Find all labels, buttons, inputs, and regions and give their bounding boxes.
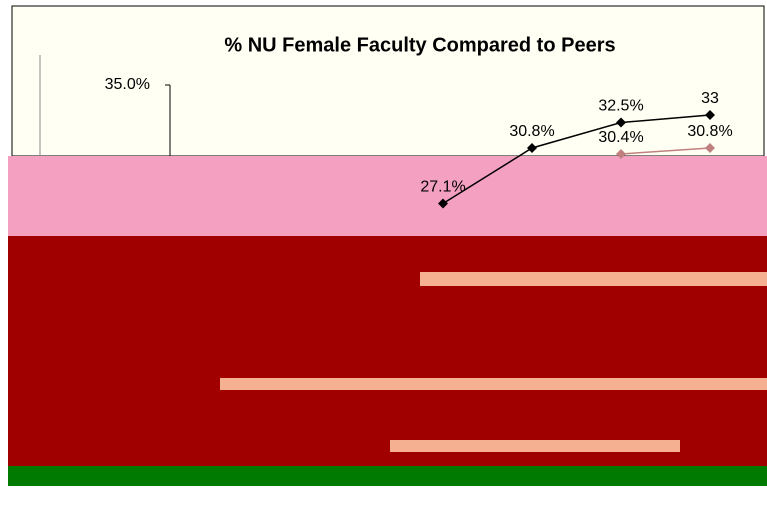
data-label: 32.5% — [598, 98, 643, 115]
data-label: 27.1% — [420, 179, 465, 196]
glitch-strip — [390, 440, 680, 452]
glitch-strip — [220, 378, 767, 390]
glitch-band — [8, 156, 767, 236]
glitch-footer — [8, 466, 767, 486]
chart: % NU Female Faculty Compared to Peers 35… — [0, 0, 767, 506]
data-label: 30.4% — [598, 129, 643, 146]
chart-title: % NU Female Faculty Compared to Peers — [224, 34, 615, 56]
data-label: 33 — [701, 90, 719, 107]
glitch-strip — [420, 272, 767, 286]
glitch-block — [8, 236, 767, 466]
y-tick-label: 35.0% — [105, 76, 150, 93]
data-label: 30.8% — [509, 123, 554, 140]
data-label: 30.8% — [687, 123, 732, 140]
